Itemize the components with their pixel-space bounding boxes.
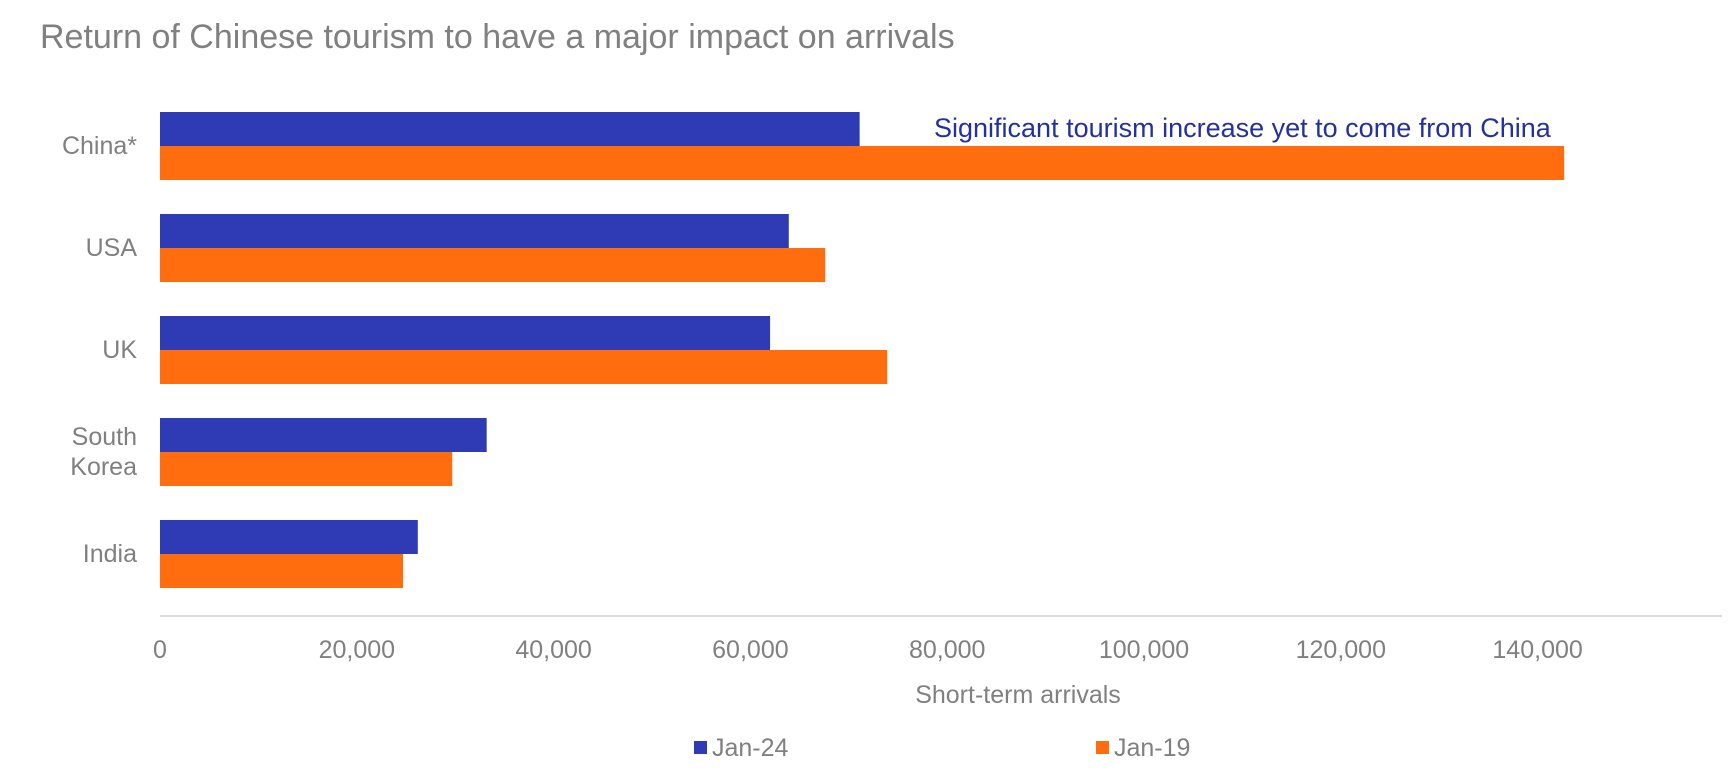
x-tick-label-1: 20,000 <box>319 636 395 664</box>
legend-label-jan-19: Jan-19 <box>1114 734 1190 762</box>
category-label-usa: USA <box>86 234 138 262</box>
bars-group <box>160 112 1565 588</box>
x-tick-label-4: 80,000 <box>909 636 985 664</box>
bar-jan-24-india <box>160 520 418 554</box>
category-label-india: India <box>83 540 137 568</box>
bar-jan-24-south-korea <box>160 418 487 452</box>
x-tick-label-2: 40,000 <box>515 636 591 664</box>
china-annotation: Significant tourism increase yet to come… <box>934 113 1552 143</box>
bar-jan-19-usa <box>160 248 826 282</box>
legend-swatch-jan-24 <box>694 741 707 754</box>
legend-label-jan-24: Jan-24 <box>712 734 789 762</box>
chart-title: Return of Chinese tourism to have a majo… <box>40 18 955 56</box>
category-label-korea: Korea <box>70 453 137 481</box>
category-label-uk: UK <box>102 336 137 364</box>
bar-jan-19-china <box>160 146 1565 180</box>
category-label-south: South <box>72 423 137 451</box>
x-tick-label-6: 120,000 <box>1296 636 1386 664</box>
x-tick-label-3: 60,000 <box>712 636 788 664</box>
x-tick-labels: 0 20,000 40,000 60,000 80,000 100,000 120,000 1… <box>153 636 1583 664</box>
bar-jan-19-uk <box>160 350 888 384</box>
bar-jan-19-india <box>160 554 404 588</box>
category-label-china: China* <box>62 132 137 160</box>
x-axis-title: Short-term arrivals <box>915 681 1121 709</box>
bar-jan-24-china <box>160 112 860 146</box>
x-tick-label-0: 0 <box>153 636 167 664</box>
legend: Jan-24 Jan-19 <box>694 734 1190 762</box>
bar-jan-19-south-korea <box>160 452 453 486</box>
x-tick-label-7: 140,000 <box>1492 636 1582 664</box>
legend-swatch-jan-19 <box>1096 741 1109 754</box>
bar-jan-24-uk <box>160 316 771 350</box>
bar-jan-24-usa <box>160 214 789 248</box>
x-tick-label-5: 100,000 <box>1099 636 1189 664</box>
